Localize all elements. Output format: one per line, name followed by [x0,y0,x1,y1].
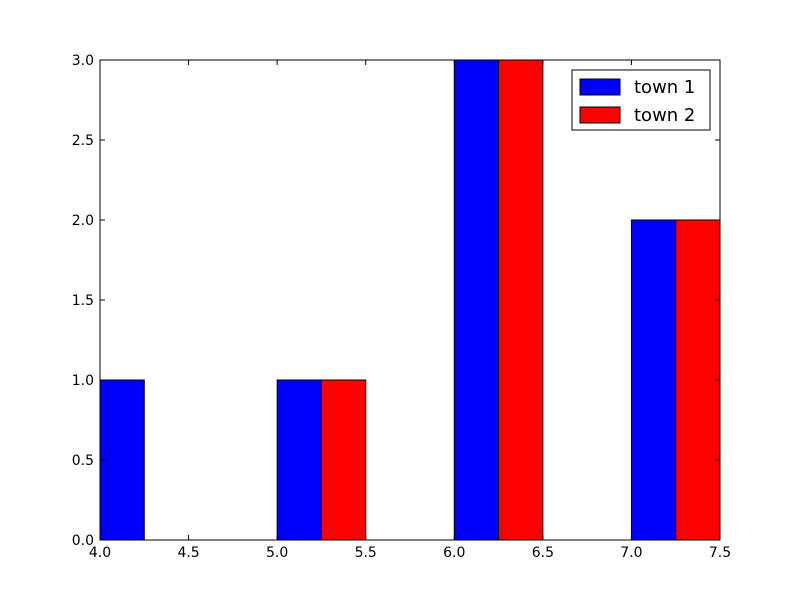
y-tick-label: 0.5 [72,453,94,469]
bar-series-1-4 [630,219,677,541]
x-tick-label: 6.0 [443,545,465,561]
x-tick-label: 7.0 [620,545,642,561]
y-tick-label: 1.5 [72,293,94,309]
legend-label-town-1: town 1 [634,77,695,98]
x-tick-label: 5.0 [266,545,288,561]
bar-series-1-1 [99,379,145,541]
bar-series-2-2 [498,59,544,541]
bar-series-1-3 [453,59,500,541]
legend-swatch-town-2 [579,106,621,124]
legend-label-town-2: town 2 [634,105,695,126]
plot-area [100,60,720,540]
bar-series-2-3 [675,219,721,541]
x-axis-ticks: 4.0 4.5 5.0 5.5 6.0 6.5 7.0 7.5 [89,60,731,561]
y-tick-label: 3.0 [72,53,94,69]
y-tick-label: 0.0 [72,533,94,549]
bar-series-1-2 [276,379,322,541]
y-axis-ticks: 0.0 0.5 1.0 1.5 2.0 2.5 3.0 [72,53,720,549]
y-tick-label: 2.5 [72,133,94,149]
x-tick-label: 7.5 [709,545,731,561]
bars-layer [99,59,721,541]
x-tick-label: 4.0 [89,545,111,561]
x-tick-label: 5.5 [355,545,377,561]
y-tick-label: 2.0 [72,213,94,229]
x-tick-label: 6.5 [532,545,554,561]
y-tick-label: 1.0 [72,373,94,389]
legend-swatch-town-1 [579,78,621,96]
x-tick-label: 4.5 [177,545,199,561]
bar-series-2-1 [320,379,367,541]
legend: town 1 town 2 [571,69,711,131]
